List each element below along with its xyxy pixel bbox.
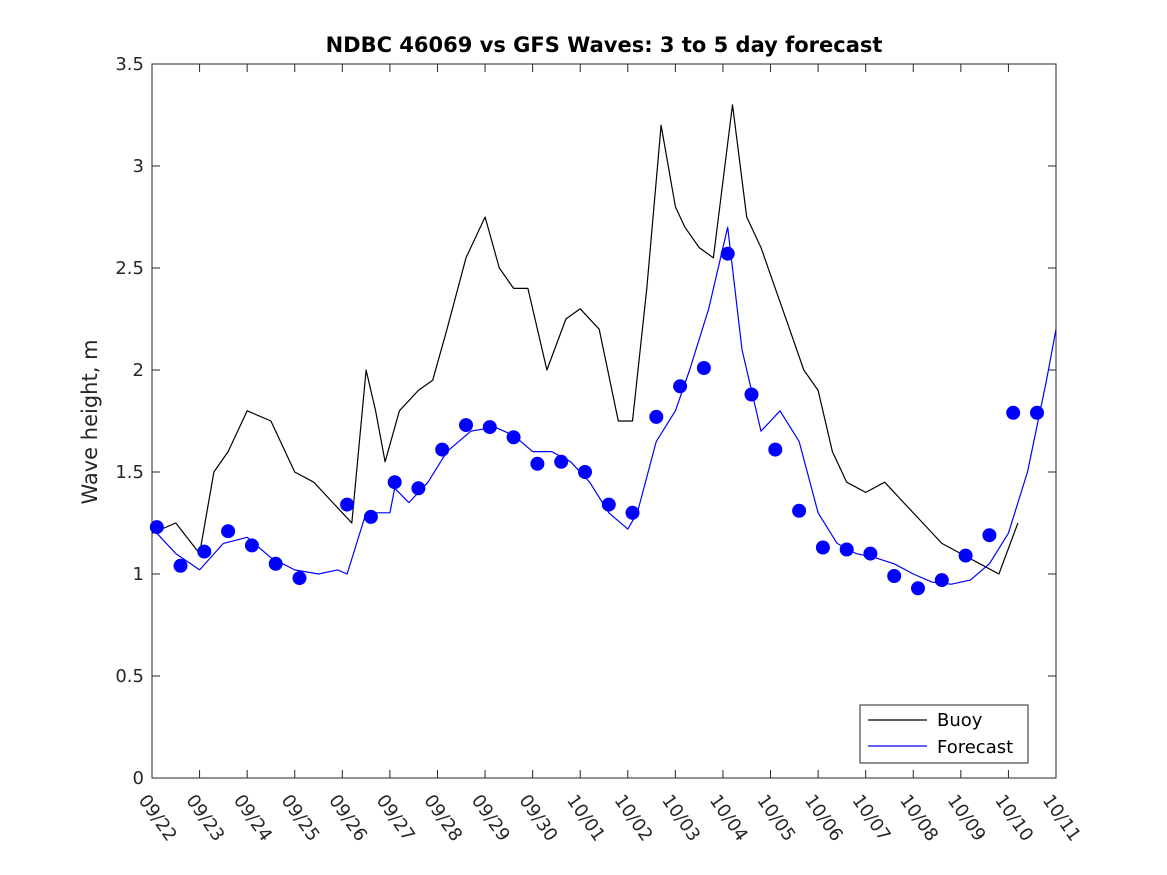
forecast-marker [506,430,521,445]
forecast-marker [197,544,212,559]
plot-area [151,63,1057,779]
legend: Buoy Forecast [859,704,1029,764]
forecast-marker [815,540,830,555]
x-tick-label: 10/03 [657,791,704,846]
forecast-marker [720,246,735,261]
x-tick-label: 10/02 [610,791,657,846]
forecast-marker [1006,405,1021,420]
x-tick-label: 10/10 [990,791,1037,846]
forecast-marker [887,569,902,583]
forecast-marker [649,409,664,424]
marker-layer [149,246,1044,596]
x-tick-label: 09/30 [515,791,562,846]
forecast-marker [482,420,497,435]
x-tick-label: 10/04 [705,791,752,846]
y-axis-label: Wave height, m [78,339,102,504]
series-line-buoy [151,104,1019,575]
x-tick-label: 09/25 [277,791,324,846]
forecast-marker [911,581,925,596]
x-tick-label: 09/24 [229,791,276,846]
x-tick-label: 09/26 [324,791,371,846]
y-tick-label: 0.5 [115,666,144,687]
forecast-marker [792,503,807,518]
series-line-forecast [156,226,1057,585]
forecast-marker [530,456,545,471]
series-layer [151,104,1057,585]
y-tick-label: 2.5 [115,258,144,279]
forecast-marker [744,387,759,402]
forecast-marker [601,497,616,512]
forecast-marker [221,524,236,539]
x-tick-label: 10/08 [895,791,942,846]
forecast-marker [578,465,592,479]
forecast-marker [934,573,949,588]
forecast-marker [411,481,426,496]
forecast-marker [149,520,164,535]
forecast-marker [268,556,283,571]
x-tick-label: 10/06 [800,791,847,846]
x-tick-label: 10/11 [1038,791,1085,846]
x-tick-label: 09/27 [372,791,419,846]
legend-buoy-label: Buoy [937,710,983,731]
x-tick-label: 10/07 [848,791,895,846]
x-tick-label: 09/28 [419,791,466,846]
y-tick-label: 3 [133,156,144,177]
y-tick-label: 1 [133,564,144,585]
forecast-marker [435,442,450,457]
y-tick-label: 2 [133,360,144,381]
x-tick-label: 09/29 [467,791,514,846]
forecast-marker [459,418,473,433]
forecast-marker [387,475,402,490]
legend-forecast-label: Forecast [937,737,1013,758]
forecast-marker [292,571,307,586]
forecast-marker [982,528,997,543]
forecast-marker [696,361,711,375]
forecast-marker [673,379,688,394]
forecast-marker [340,497,355,512]
y-tick-label: 3.5 [115,54,144,75]
x-tick-label: 09/23 [181,791,228,846]
x-tick-label: 10/01 [562,791,609,846]
forecast-marker [863,546,878,561]
forecast-marker [363,509,378,524]
y-tick-label: 1.5 [115,462,144,483]
x-tick-label: 10/09 [943,791,990,846]
forecast-marker [839,542,854,557]
y-tick-label: 0 [133,768,144,789]
y-axis: 0 0.5 1 1.5 2 2.5 3 3.5 [115,54,1056,789]
x-tick-label: 10/05 [752,791,799,846]
legend-box [859,704,1029,764]
forecast-marker [1030,405,1044,420]
chart-title: NDBC 46069 vs GFS Waves: 3 to 5 day fore… [326,33,883,57]
forecast-marker [554,454,569,469]
forecast-marker [958,548,973,563]
x-tick-label: 09/22 [134,791,181,846]
forecast-marker [173,558,188,573]
forecast-marker [625,505,640,520]
forecast-marker [768,442,783,457]
forecast-marker [244,538,259,553]
